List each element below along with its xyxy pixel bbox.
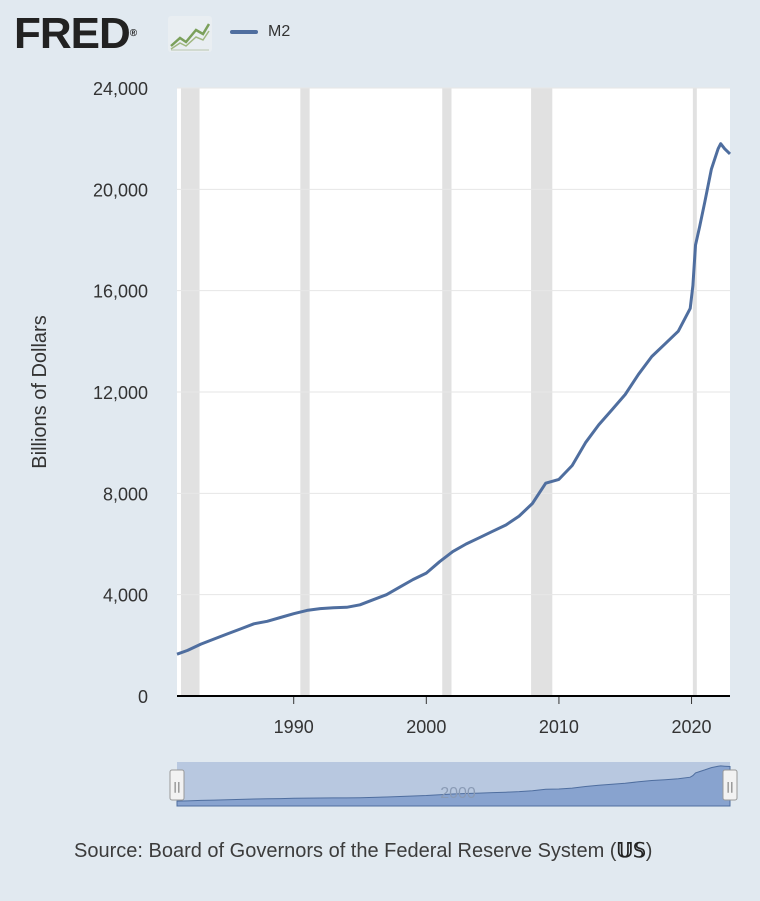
x-tick-label: 2010 <box>539 717 579 737</box>
x-axis-ticks: 1990 2000 2010 2020 <box>274 696 712 737</box>
legend-swatch <box>230 30 258 34</box>
series-line-m2[interactable] <box>176 142 732 656</box>
series-layer <box>176 142 732 656</box>
right-handle-grip: || <box>726 780 733 793</box>
line-chart-icon <box>168 16 212 52</box>
source-text: Source: Board of Governors of the Federa… <box>74 840 617 862</box>
y-tick-label: 24,000 <box>93 79 148 99</box>
source-note: Source: Board of Governors of the Federa… <box>74 838 652 863</box>
y-tick-label: 0 <box>138 687 148 707</box>
chart[interactable]: 0 4,000 8,000 12,000 16,000 20,000 24,000 1990… <box>0 70 760 830</box>
x-tick-label: 1990 <box>274 717 314 737</box>
legend[interactable]: M2 <box>230 20 290 44</box>
grid-lines <box>177 87 730 596</box>
y-tick-label: 16,000 <box>93 282 148 302</box>
navigator-label: 2000 <box>440 785 476 802</box>
navigator-right-handle[interactable]: || <box>722 769 738 801</box>
y-tick-label: 4,000 <box>103 586 148 606</box>
header: FRED® M2 <box>0 0 760 70</box>
y-axis-ticks: 0 4,000 8,000 12,000 16,000 20,000 24,000 <box>93 79 148 707</box>
left-handle-grip: || <box>173 780 180 793</box>
legend-series-label: M2 <box>268 23 291 40</box>
source-close: ) <box>645 840 653 862</box>
fred-logo-text: FRED <box>14 9 131 58</box>
x-tick-label: 2020 <box>672 717 712 737</box>
x-tick-label: 2000 <box>406 717 446 737</box>
y-axis-label: Billions of Dollars <box>29 315 51 468</box>
y-tick-label: 8,000 <box>103 484 148 504</box>
registered-mark: ® <box>129 28 137 39</box>
y-tick-label: 12,000 <box>93 383 148 403</box>
navigator-left-handle[interactable]: || <box>169 769 185 801</box>
us-icon: 𝕌𝕊 <box>616 840 646 862</box>
navigator-area <box>176 765 731 807</box>
y-tick-label: 20,000 <box>93 180 148 200</box>
fred-logo[interactable]: FRED® <box>14 8 137 60</box>
